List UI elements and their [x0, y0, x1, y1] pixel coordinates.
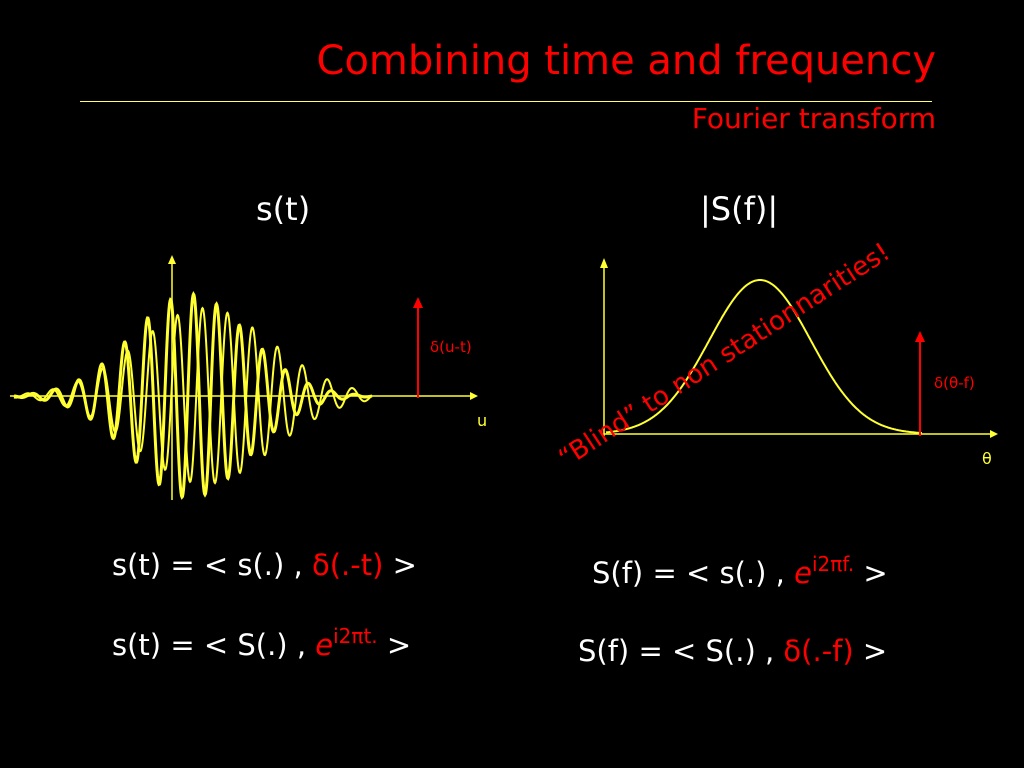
equation-exponent: i2πt.	[333, 624, 378, 648]
frequency-plot: δ(θ-f) θ “Blind” to non stationnarities!	[553, 237, 998, 474]
equation-freq-delta: S(f) = < S(.) , δ(.-f) >	[578, 634, 887, 668]
spectrum-curve	[605, 279, 922, 434]
equation-exponent: i2πf.	[811, 552, 855, 576]
freq-x-axis-arrow	[990, 430, 998, 438]
equation-time-delta: s(t) = < s(.) , δ(.-t) >	[112, 548, 417, 582]
freq-delta-arrowhead	[915, 331, 925, 342]
equation-exp-base: e	[794, 556, 812, 590]
equation-lhs: s(t) = < s(.) ,	[112, 548, 312, 582]
equation-close: >	[853, 634, 888, 668]
equation-exp-base: e	[315, 628, 334, 662]
left-heading: s(t)	[256, 190, 311, 228]
blind-annotation: “Blind” to non stationnarities!	[553, 237, 895, 474]
equation-lhs: S(f) = < s(.) ,	[592, 556, 795, 590]
equation-close: >	[854, 556, 888, 590]
equation-close: >	[383, 548, 417, 582]
freq-axis-label: θ	[982, 449, 992, 468]
title-divider	[80, 101, 932, 102]
time-plot: δ(u-t) u	[10, 255, 487, 500]
time-y-axis-arrow	[168, 255, 176, 264]
equation-lhs: S(f) = < S(.) ,	[578, 634, 784, 668]
equation-delta-term: δ(.-t)	[311, 548, 384, 582]
freq-y-axis-arrow	[600, 258, 608, 268]
signal-waveform-secondary	[13, 306, 373, 485]
time-axis-label: u	[477, 411, 487, 430]
equation-lhs: s(t) = < S(.) ,	[112, 628, 316, 662]
equation-close: >	[377, 628, 412, 662]
equation-delta-term: δ(.-f)	[783, 634, 854, 668]
freq-delta-label: δ(θ-f)	[934, 374, 975, 392]
time-x-axis-arrow	[470, 392, 478, 400]
time-delta-label: δ(u-t)	[430, 338, 472, 356]
time-delta-arrowhead	[413, 297, 423, 308]
signal-waveform-main	[13, 291, 373, 500]
slide-title: Combining time and frequency	[316, 38, 936, 84]
right-heading: |S(f)|	[700, 190, 779, 228]
equation-freq-exp: S(f) = < s(.) , ei2πf. >	[592, 554, 888, 590]
equation-time-exp: s(t) = < S(.) , ei2πt. >	[112, 626, 412, 662]
slide-subtitle: Fourier transform	[691, 102, 936, 135]
